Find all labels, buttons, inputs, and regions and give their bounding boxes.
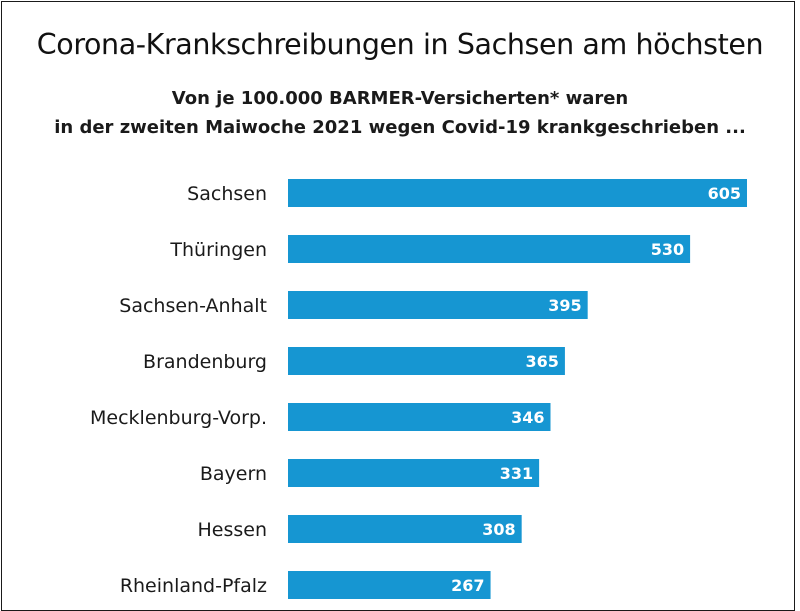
chart-subtitle: Von je 100.000 BARMER-Versicherten* ware… — [0, 84, 800, 142]
bar — [288, 571, 491, 599]
chart-subtitle-line-2: in der zweiten Maiwoche 2021 wegen Covid… — [54, 117, 746, 138]
bar — [288, 291, 588, 319]
bar-row: Sachsen 605 — [187, 179, 747, 207]
category-label: Brandenburg — [143, 351, 267, 373]
category-label: Mecklenburg-Vorp. — [90, 407, 267, 429]
bar-row: Sachsen-Anhalt 395 — [119, 291, 588, 319]
bar-row: Thüringen 530 — [169, 235, 691, 263]
bar-row: Rheinland-Pfalz 267 — [120, 571, 491, 599]
category-label: Sachsen — [187, 183, 267, 205]
bar — [288, 179, 747, 207]
category-label: Rheinland-Pfalz — [120, 575, 267, 597]
value-label: 605 — [708, 184, 741, 203]
bar — [288, 347, 565, 375]
bar — [288, 403, 551, 431]
category-label: Hessen — [197, 519, 267, 541]
value-label: 308 — [482, 520, 515, 539]
bar — [288, 459, 540, 487]
value-label: 331 — [500, 464, 533, 483]
category-label: Sachsen-Anhalt — [119, 295, 267, 317]
value-label: 365 — [526, 352, 559, 371]
bar — [288, 235, 691, 263]
category-label: Thüringen — [169, 239, 267, 261]
bar-row: Brandenburg 365 — [143, 347, 565, 375]
chart-subtitle-line-1: Von je 100.000 BARMER-Versicherten* ware… — [171, 88, 629, 109]
chart-title: Corona-Krankschreibungen in Sachsen am h… — [36, 28, 764, 61]
bar-row: Mecklenburg-Vorp. 346 — [90, 403, 551, 431]
value-label: 395 — [548, 296, 581, 315]
bar-row: Bayern 331 — [200, 459, 540, 487]
bar — [288, 515, 522, 543]
bar-row: Hessen 308 — [197, 515, 522, 543]
value-label: 267 — [451, 576, 484, 595]
value-label: 346 — [511, 408, 544, 427]
category-label: Bayern — [200, 463, 267, 485]
value-label: 530 — [651, 240, 684, 259]
